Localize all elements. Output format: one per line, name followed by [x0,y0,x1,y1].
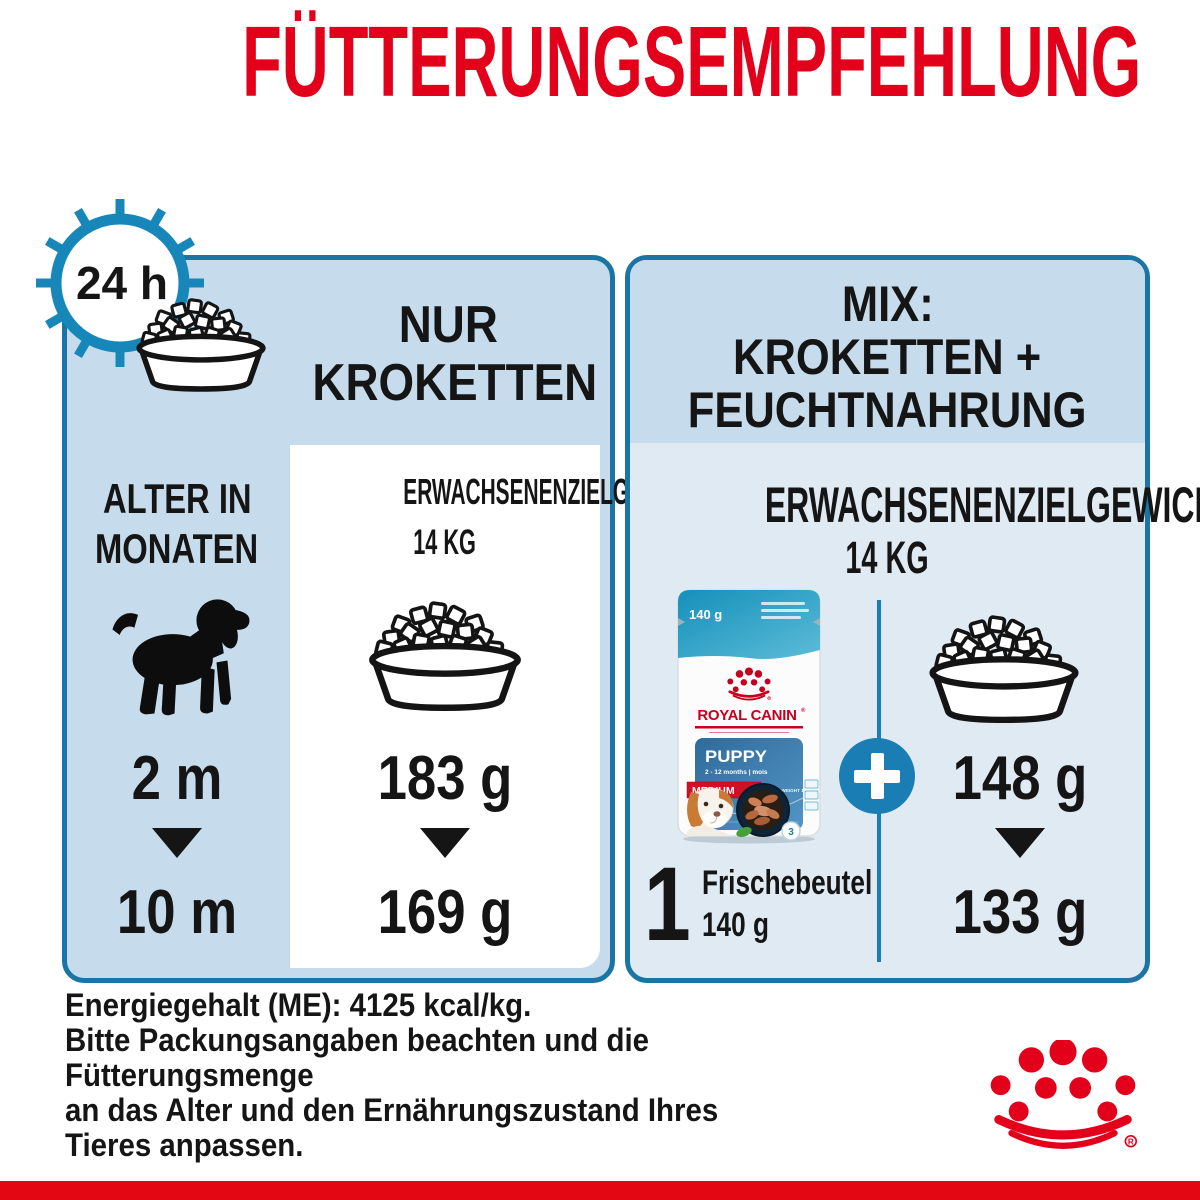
bottom-red-bar [0,1181,1200,1200]
pouch-texture-tags [804,779,819,811]
dry-amount-column: ERWACHSENENZIELGEWICHT: 14 KG 183 g 169 … [290,445,717,968]
mix-dry-amount-start: 148 g [952,744,1088,813]
royal-canin-crown-logo [986,1040,1140,1153]
target-weight-value: 14 KG [845,532,930,583]
mix-dry-amount-end: 133 g [952,878,1088,947]
leaf-icon [736,826,752,838]
pouch-claim-lines [761,602,809,619]
arrow-down-icon [995,828,1045,858]
footer-note: Energiegehalt (ME): 4125 kcal/kg. Bitte … [65,988,775,1163]
clock-24h-icon: 24 h [36,199,204,367]
footer-line: Bitte Packungsangaben beachten und die [65,1022,649,1058]
age-start-value: 2 m [131,744,223,813]
kibble-bowl-icon [353,601,538,716]
arrow-down-icon [152,828,202,858]
target-weight-header: ERWACHSENENZIELGEWICHT: [403,471,717,512]
dry-food-panel-title: NUR KROKETTEN [312,296,598,412]
pouch-reg-mark: ® [801,707,806,714]
svg-text:3: 3 [788,827,794,838]
target-weight-value: 14 KG [413,523,477,562]
footer-line: an das Alter und den Ernährungszustand I… [65,1092,719,1128]
pouch-step-badge: 3 [781,821,801,841]
footer-line: Energiegehalt (ME): 4125 kcal/kg. [65,987,532,1023]
wet-food-pouch: 140 g ROYAL CANIN ® PUPPY 2 - 12 months … [677,589,822,844]
target-weight-header: ERWACHSENENZIELGEWICHT: [764,477,1200,533]
pouch-adult-weight: ADULT WEIGHT 11 - 25 kg [765,788,822,793]
dry-amount-start: 183 g [377,744,513,813]
arrow-down-icon [420,828,470,858]
age-column-header: ALTER IN MONATEN [95,475,259,572]
plus-icon [839,738,915,814]
mix-feeding-panel: MIX: KROKETTEN + FEUCHTNAHRUNG ERWACHSEN… [625,255,1200,983]
pouch-weight-label: 140 g [689,607,722,622]
pouch-age-range: 2 - 12 months | mois [705,769,768,776]
pouch-range: PUPPY [705,747,768,766]
kibble-bowl-icon [913,615,1095,728]
footer-line: Tieres anpassen. [65,1127,304,1163]
kibble-bowl-icon [122,298,280,396]
puppy-silhouette-icon [112,599,250,716]
page-title: FÜTTERUNGSEMPFEHLUNG [242,6,1142,118]
pouch-puppy-photo [687,787,734,836]
mix-panel-header-background [630,260,1145,443]
pouch-count-weight: 140 g [702,906,769,944]
age-end-value: 10 m [116,878,238,947]
pouch-teal-band [678,590,820,659]
pouch-brand: ROYAL CANIN [697,707,796,724]
mix-panel-title: MIX: KROKETTEN + FEUCHTNAHRUNG [688,276,1087,438]
pouch-count: 1 [644,846,691,963]
clock-label: 24 h [76,257,168,309]
pouch-count-label: Frischebeutel [702,864,873,902]
pouch-food-photo [736,783,790,837]
dry-amount-end: 169 g [377,878,513,947]
footer-line: Fütterungsmenge [65,1057,314,1093]
dry-food-panel: NUR KROKETTEN ALTER IN MONATEN 2 m 10 m … [62,255,717,983]
